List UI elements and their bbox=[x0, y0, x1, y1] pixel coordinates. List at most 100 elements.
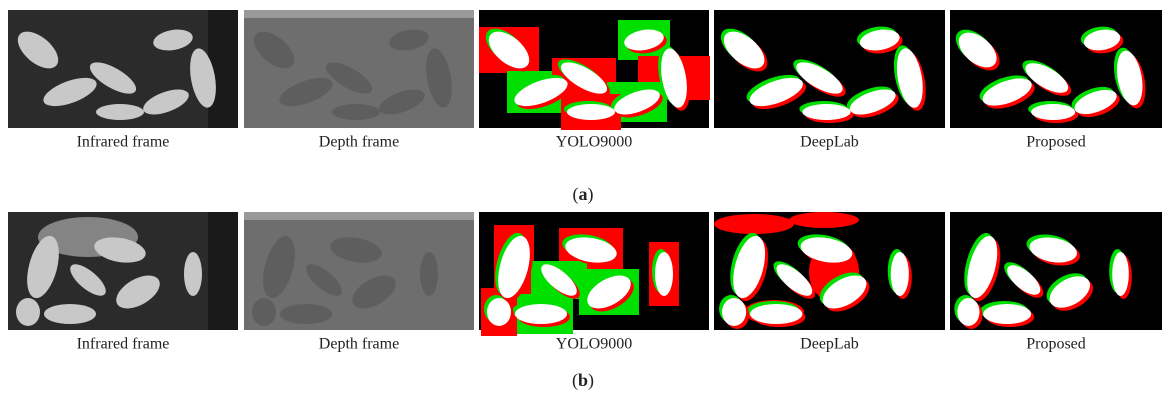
pig-mask bbox=[1112, 252, 1129, 296]
pig-mask bbox=[896, 48, 923, 108]
pig-mask bbox=[488, 31, 530, 69]
pig bbox=[17, 31, 59, 69]
image-panel bbox=[244, 212, 474, 330]
image-panel bbox=[714, 212, 945, 330]
pig-depth bbox=[279, 77, 333, 107]
image-panel bbox=[714, 10, 945, 128]
pig-mask bbox=[859, 29, 900, 51]
pig-mask bbox=[1049, 276, 1091, 308]
pig-depth bbox=[306, 264, 342, 296]
pig-mask bbox=[822, 275, 867, 309]
pig bbox=[96, 104, 144, 120]
pig-depth bbox=[263, 235, 295, 299]
image-panel bbox=[950, 10, 1162, 128]
pig-mask bbox=[800, 237, 853, 263]
pig bbox=[27, 235, 59, 299]
pig-mask bbox=[849, 89, 896, 115]
pig-mask bbox=[776, 264, 813, 296]
image-panel bbox=[244, 10, 474, 128]
pig-mask bbox=[541, 264, 577, 296]
pig bbox=[153, 29, 193, 51]
subfigure-caption: (a) bbox=[573, 184, 594, 205]
pig bbox=[43, 77, 97, 107]
pig-mask bbox=[890, 252, 909, 296]
pig-mask bbox=[614, 89, 660, 115]
pig-depth bbox=[325, 62, 373, 94]
pig-mask bbox=[498, 235, 530, 299]
pig-mask bbox=[1007, 265, 1041, 295]
image-panel bbox=[8, 10, 238, 128]
depth-edge bbox=[244, 10, 474, 18]
pig bbox=[94, 237, 146, 263]
pig-mask bbox=[661, 48, 687, 108]
caption-part: ( bbox=[572, 370, 578, 391]
pig bbox=[190, 48, 216, 108]
pig-mask bbox=[655, 252, 673, 296]
pig-mask bbox=[982, 78, 1032, 106]
pig-mask bbox=[983, 304, 1032, 324]
pig-depth bbox=[252, 298, 276, 326]
pig-mask bbox=[957, 298, 980, 326]
pig-mask bbox=[722, 298, 747, 326]
pig-mask bbox=[958, 32, 997, 68]
panel-label: YOLO9000 bbox=[556, 336, 632, 353]
pig-mask bbox=[1074, 89, 1117, 115]
panel-label: Depth frame bbox=[319, 134, 399, 151]
image-panel bbox=[8, 212, 238, 330]
pig-depth bbox=[379, 89, 425, 115]
depth-edge bbox=[244, 212, 474, 220]
caption-part: ) bbox=[588, 184, 594, 205]
pig bbox=[89, 62, 137, 94]
pig bbox=[116, 275, 160, 309]
pig bbox=[16, 298, 40, 326]
false-positive bbox=[714, 214, 794, 234]
panel-label: Infrared frame bbox=[77, 336, 170, 353]
image-panel bbox=[479, 10, 710, 130]
pig bbox=[184, 252, 202, 296]
pig-mask bbox=[967, 235, 998, 299]
pig-mask bbox=[515, 304, 567, 324]
pig-depth bbox=[280, 304, 332, 324]
pig-mask bbox=[624, 29, 664, 51]
image-panel bbox=[950, 212, 1162, 330]
pig-mask bbox=[723, 31, 765, 69]
pig-mask bbox=[567, 104, 615, 120]
pig-depth bbox=[389, 29, 429, 51]
pig-mask bbox=[1029, 237, 1077, 263]
pen-wall bbox=[208, 212, 238, 330]
pig-mask bbox=[802, 104, 851, 120]
pig bbox=[70, 264, 106, 296]
caption-part: a bbox=[579, 184, 588, 204]
pig-depth bbox=[253, 31, 295, 69]
pig-mask bbox=[1025, 63, 1069, 93]
panel-label: Proposed bbox=[1026, 134, 1086, 151]
panel-label: DeepLab bbox=[800, 336, 859, 353]
panel-label: YOLO9000 bbox=[556, 134, 632, 151]
image-panel bbox=[479, 212, 709, 336]
pig-mask bbox=[1031, 104, 1076, 120]
false-positive bbox=[789, 212, 859, 228]
caption-part: b bbox=[578, 370, 588, 390]
pig-depth bbox=[426, 48, 452, 108]
pig-depth bbox=[420, 252, 438, 296]
pig-depth bbox=[352, 275, 396, 309]
panel-label: Infrared frame bbox=[77, 134, 170, 151]
pig-mask bbox=[565, 237, 617, 263]
pig-mask bbox=[587, 275, 631, 309]
caption-part: ) bbox=[588, 370, 594, 391]
pig-mask bbox=[749, 77, 803, 107]
panel-label: DeepLab bbox=[800, 134, 859, 151]
pig bbox=[44, 304, 96, 324]
panel-label: Depth frame bbox=[319, 336, 399, 353]
pig-mask bbox=[750, 304, 803, 324]
pig-mask bbox=[796, 62, 843, 94]
pig-depth bbox=[332, 104, 380, 120]
panel-label: Proposed bbox=[1026, 336, 1086, 353]
pig-mask bbox=[1116, 50, 1143, 106]
caption-part: ( bbox=[573, 184, 579, 205]
pig bbox=[143, 89, 189, 115]
pig-mask bbox=[733, 235, 766, 299]
pig-depth bbox=[330, 237, 382, 263]
